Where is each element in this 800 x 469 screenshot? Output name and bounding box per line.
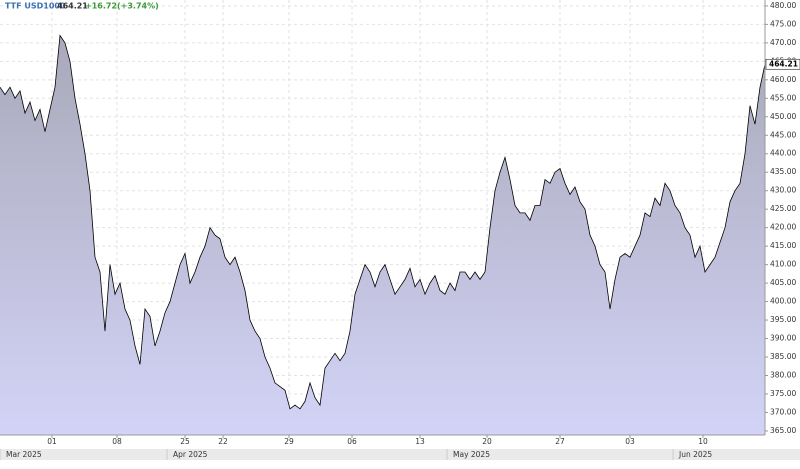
y-tick-label: 385.00 bbox=[770, 352, 796, 361]
y-axis-panel bbox=[765, 0, 800, 435]
x-tick-label: 01 bbox=[47, 437, 57, 446]
month-label: Jun 2025 bbox=[678, 450, 712, 459]
y-tick-label: 390.00 bbox=[770, 334, 796, 343]
last-price-box bbox=[765, 58, 800, 70]
y-tick-label: 440.00 bbox=[770, 149, 796, 158]
y-tick-label: 420.00 bbox=[770, 223, 796, 232]
y-tick-label: 400.00 bbox=[770, 297, 796, 306]
y-tick-label: 470.00 bbox=[770, 38, 796, 47]
area-fill bbox=[0, 35, 765, 435]
y-tick-label: 410.00 bbox=[770, 260, 796, 269]
month-label: Apr 2025 bbox=[173, 450, 208, 459]
x-tick-label: 08 bbox=[112, 437, 122, 446]
y-tick-label: 475.00 bbox=[770, 19, 796, 28]
last-price: 464.21 bbox=[57, 2, 88, 11]
x-tick-label: 27 bbox=[555, 437, 565, 446]
x-tick-label: 06 bbox=[347, 437, 357, 446]
y-tick-label: 425.00 bbox=[770, 204, 796, 213]
x-tick-label: 22 bbox=[218, 437, 228, 446]
price-line bbox=[0, 34, 766, 410]
y-tick-label: 415.00 bbox=[770, 241, 796, 250]
y-tick-label: 450.00 bbox=[770, 112, 796, 121]
y-tick-label: 365.00 bbox=[770, 426, 796, 435]
y-tick-label: 380.00 bbox=[770, 370, 796, 379]
month-bar bbox=[0, 449, 800, 460]
x-tick-label: 20 bbox=[482, 437, 492, 446]
y-tick-label: 405.00 bbox=[770, 278, 796, 287]
y-tick-label: 455.00 bbox=[770, 93, 796, 102]
symbol: TTF USD1000 bbox=[5, 2, 66, 11]
y-tick-label: 445.00 bbox=[770, 130, 796, 139]
x-tick-label: 13 bbox=[415, 437, 425, 446]
y-tick-label: 435.00 bbox=[770, 167, 796, 176]
y-tick-label: 480.00 bbox=[770, 1, 796, 10]
y-tick-label: 460.00 bbox=[770, 75, 796, 84]
price-change: +16.72(+3.74%) bbox=[85, 2, 159, 11]
x-tick-label: 25 bbox=[180, 437, 190, 446]
y-tick-label: 375.00 bbox=[770, 389, 796, 398]
y-tick-label: 395.00 bbox=[770, 315, 796, 324]
x-tick-label: 10 bbox=[698, 437, 708, 446]
month-label: Mar 2025 bbox=[6, 450, 42, 459]
y-tick-label: 430.00 bbox=[770, 186, 796, 195]
x-tick-label: 29 bbox=[284, 437, 294, 446]
last-price-label: 464.21 bbox=[769, 59, 798, 68]
y-tick-label: 370.00 bbox=[770, 407, 796, 416]
x-tick-label: 03 bbox=[625, 437, 635, 446]
month-label: May 2025 bbox=[453, 450, 490, 459]
